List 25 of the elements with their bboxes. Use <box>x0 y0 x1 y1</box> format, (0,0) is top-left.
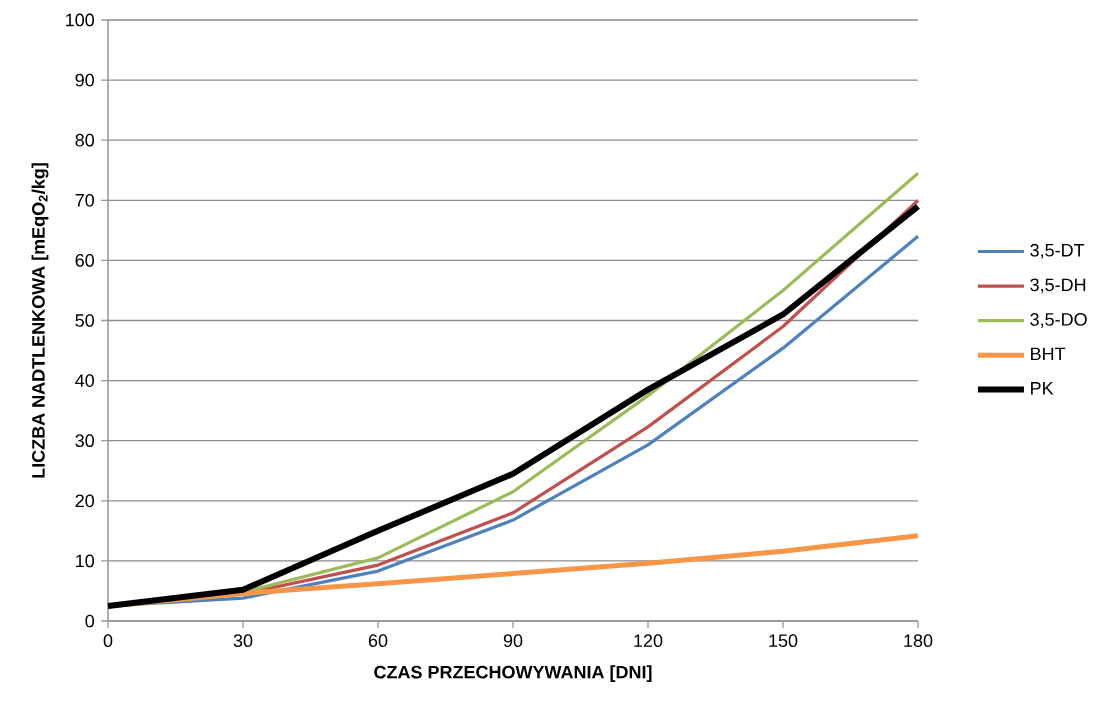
legend-label: 3,5-DO <box>1030 313 1087 328</box>
legend-label: 3,5-DH <box>1030 278 1086 294</box>
legend-label: PK <box>1031 382 1054 395</box>
x-tick-label: 30 <box>233 634 253 647</box>
x-tick-label: 0 <box>103 634 113 647</box>
y-tick-label: 50 <box>75 314 95 327</box>
x-tick-label: 150 <box>769 634 798 647</box>
y-tick-label: 100 <box>66 13 95 27</box>
x-tick-label: 180 <box>904 634 933 647</box>
x-tick-label: 90 <box>503 634 523 647</box>
y-tick-label: 60 <box>75 254 95 267</box>
y-tick-label: 40 <box>75 374 95 387</box>
y-tick-label: 70 <box>75 193 95 207</box>
y-tick-label: 0 <box>85 614 95 628</box>
y-tick-label: 30 <box>75 434 95 448</box>
y-tick-label: 80 <box>75 133 95 147</box>
x-tick-label: 120 <box>634 634 663 647</box>
x-axis-title: CZAS PRZECHOWYWANIA [DNI] <box>374 665 652 683</box>
legend-label: BHT <box>1031 347 1066 361</box>
legend-label: 3,5-DT <box>1030 243 1085 259</box>
y-tick-label: 90 <box>75 73 95 87</box>
y-tick-label: 10 <box>76 554 95 568</box>
y-axis-title: LICZBA NADTLENKOWA [mEqO$_{2}$/kg] <box>31 163 49 478</box>
y-tick-label: 20 <box>75 494 95 508</box>
x-tick-label: 60 <box>368 634 388 647</box>
